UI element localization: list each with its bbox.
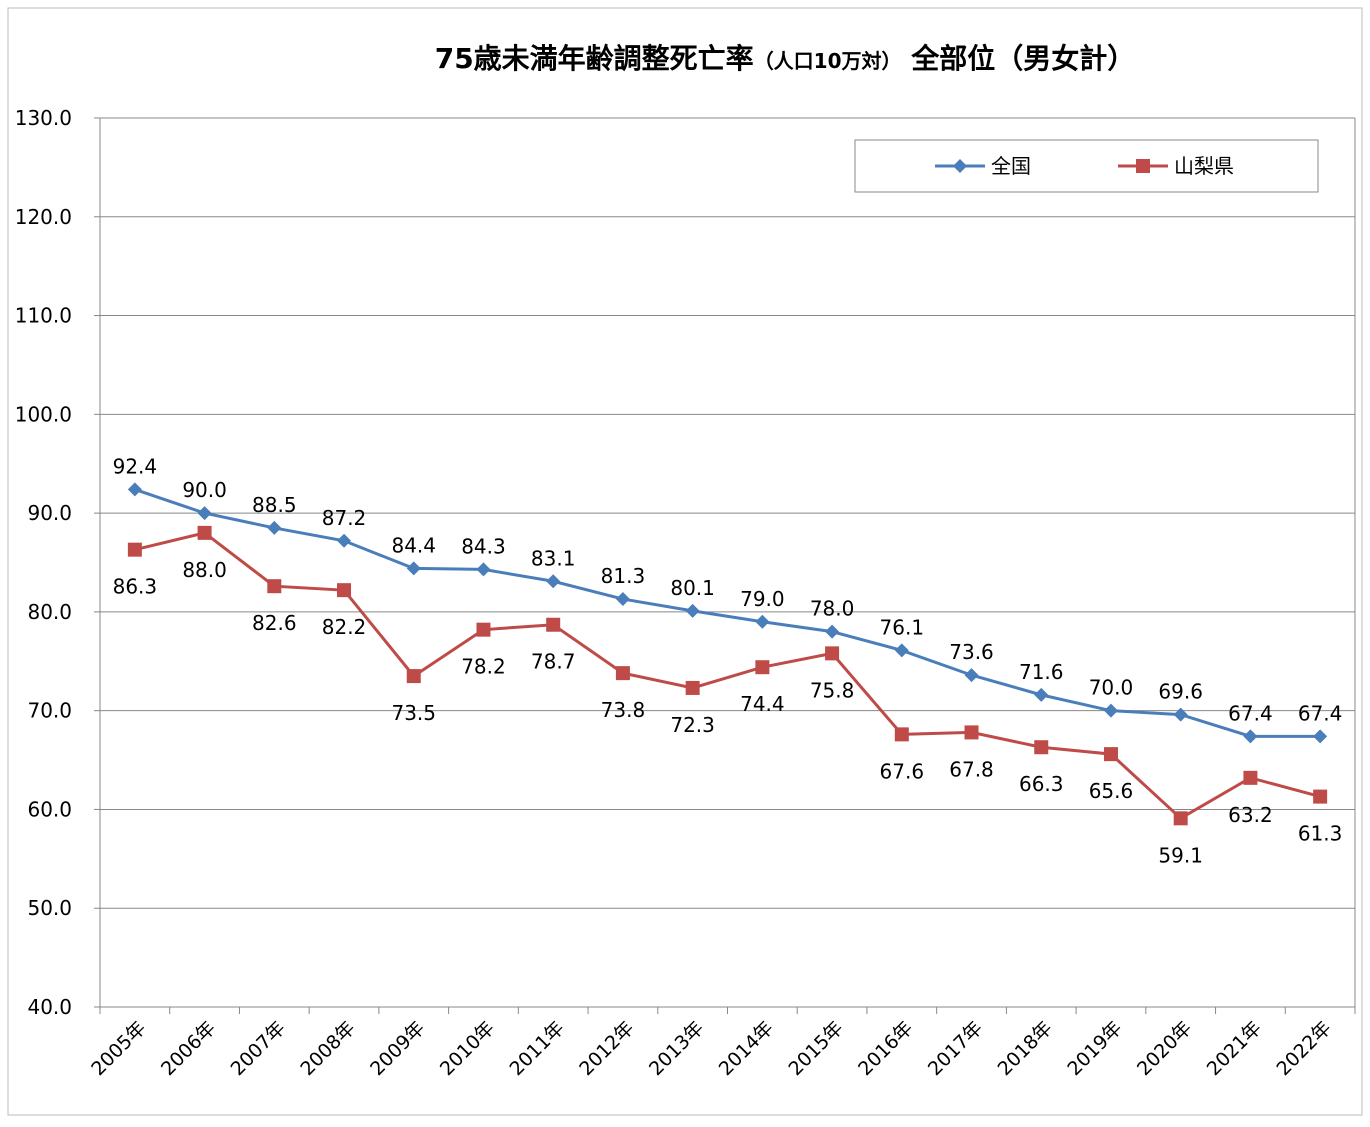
- marker: [476, 562, 491, 577]
- legend-label: 全国: [991, 154, 1031, 178]
- marker: [755, 614, 770, 629]
- title-main: 75歳未満年齢調整死亡率: [435, 42, 754, 75]
- chart-title: 75歳未満年齢調整死亡率（人口10万対） 全部位（男女計）: [435, 42, 1136, 75]
- marker: [894, 727, 909, 742]
- data-label: 73.8: [601, 698, 646, 722]
- data-label: 78.7: [531, 650, 576, 674]
- data-label: 59.1: [1158, 843, 1203, 867]
- data-label: 78.2: [461, 655, 506, 679]
- y-tick-label: 60.0: [27, 797, 72, 821]
- data-label: 79.0: [740, 587, 785, 611]
- marker: [267, 520, 282, 535]
- marker: [127, 482, 142, 497]
- data-label: 88.5: [252, 493, 297, 517]
- marker: [964, 668, 979, 683]
- legend: [854, 139, 1319, 193]
- data-label: 66.3: [1019, 772, 1064, 796]
- data-label: 69.6: [1158, 680, 1203, 704]
- y-tick-label: 120.0: [15, 205, 72, 229]
- marker: [337, 533, 352, 548]
- marker: [964, 725, 979, 740]
- data-label: 76.1: [880, 615, 925, 639]
- marker: [1136, 159, 1150, 173]
- data-label: 84.3: [461, 534, 506, 558]
- marker: [1034, 740, 1049, 755]
- data-label: 87.2: [322, 506, 367, 530]
- marker: [1313, 729, 1328, 744]
- marker: [1243, 729, 1258, 744]
- data-label: 67.6: [880, 759, 925, 783]
- y-tick-label: 50.0: [27, 896, 72, 920]
- marker: [127, 542, 142, 557]
- marker: [685, 680, 700, 695]
- marker: [406, 669, 421, 684]
- data-label: 63.2: [1228, 803, 1273, 827]
- data-label: 75.8: [810, 678, 855, 702]
- marker: [685, 603, 700, 618]
- data-label: 74.4: [740, 692, 785, 716]
- data-label: 84.4: [391, 533, 436, 557]
- data-label: 81.3: [601, 564, 646, 588]
- data-label: 92.4: [113, 454, 158, 478]
- marker: [546, 574, 561, 589]
- y-tick-label: 80.0: [27, 600, 72, 624]
- y-tick-label: 70.0: [27, 699, 72, 723]
- marker: [267, 579, 282, 594]
- data-label: 73.6: [949, 640, 994, 664]
- title-suffix: 全部位（男女計）: [902, 42, 1136, 75]
- marker: [1173, 811, 1188, 826]
- marker: [197, 525, 212, 540]
- marker: [615, 666, 630, 681]
- marker: [337, 583, 352, 598]
- legend-label: 山梨県: [1174, 154, 1234, 178]
- data-label: 70.0: [1089, 676, 1134, 700]
- data-label: 65.6: [1089, 779, 1134, 803]
- marker: [1243, 770, 1258, 785]
- marker: [755, 660, 770, 675]
- y-tick-label: 110.0: [15, 304, 72, 328]
- series-line: [134, 487, 1321, 738]
- marker: [825, 646, 840, 661]
- marker: [1103, 747, 1118, 762]
- marker: [197, 506, 212, 521]
- data-label: 71.6: [1019, 660, 1064, 684]
- data-label: 82.2: [322, 615, 367, 639]
- data-label: 82.6: [252, 611, 297, 635]
- data-label: 67.4: [1228, 701, 1273, 725]
- data-label: 67.4: [1298, 701, 1343, 725]
- y-tick-label: 130.0: [15, 106, 72, 130]
- marker: [615, 592, 630, 607]
- marker: [1173, 707, 1188, 722]
- marker: [825, 624, 840, 639]
- data-label: 80.1: [670, 576, 715, 600]
- data-label: 61.3: [1298, 822, 1343, 846]
- data-label: 67.8: [949, 757, 994, 781]
- data-label: 90.0: [182, 478, 227, 502]
- marker: [546, 617, 561, 632]
- data-label: 78.0: [810, 597, 855, 621]
- data-label: 73.5: [391, 701, 436, 725]
- data-label: 83.1: [531, 546, 576, 570]
- marker: [476, 622, 491, 637]
- marker: [894, 643, 909, 658]
- series-line: [134, 531, 1321, 821]
- data-label: 88.0: [182, 558, 227, 582]
- marker: [406, 561, 421, 576]
- marker: [953, 159, 967, 173]
- y-tick-label: 100.0: [15, 402, 72, 426]
- title-note: （人口10万対）: [754, 49, 902, 73]
- data-label: 72.3: [670, 713, 715, 737]
- marker: [1313, 789, 1328, 804]
- y-tick-label: 90.0: [27, 501, 72, 525]
- data-label: 86.3: [113, 575, 158, 599]
- y-tick-label: 40.0: [27, 995, 72, 1019]
- marker: [1034, 687, 1049, 702]
- marker: [1103, 703, 1118, 718]
